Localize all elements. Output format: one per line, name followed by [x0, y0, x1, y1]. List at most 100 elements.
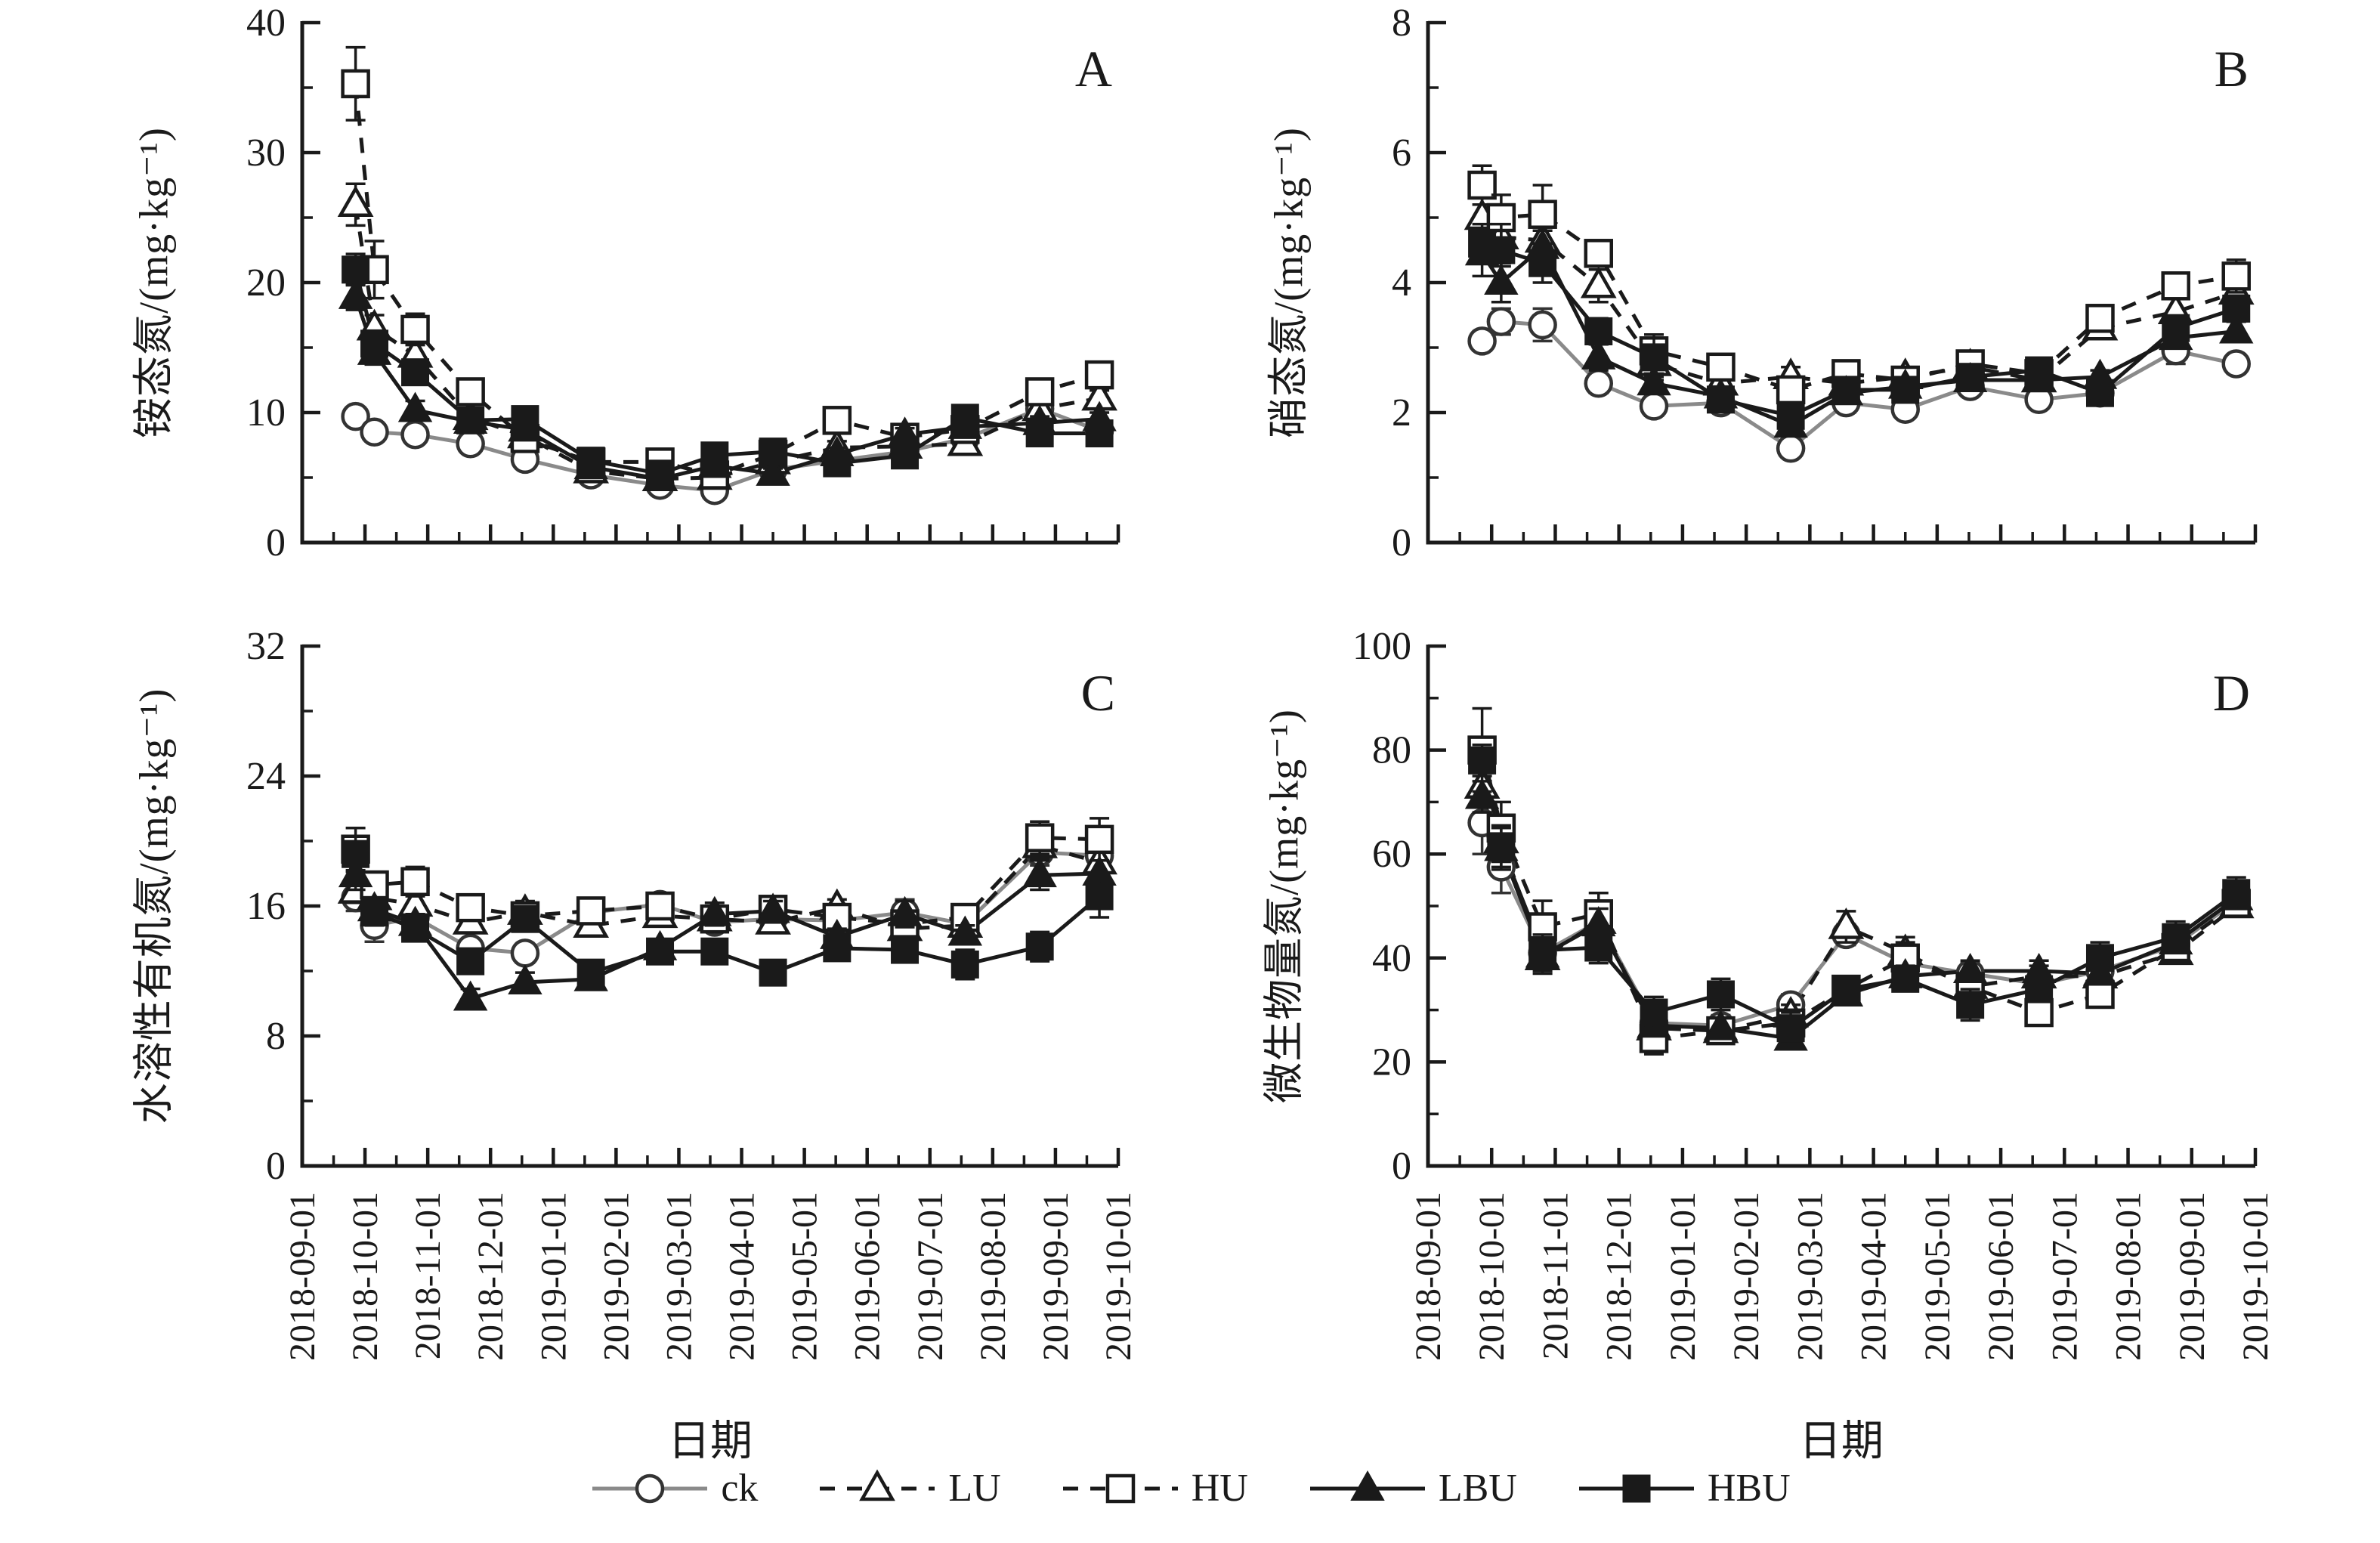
hu-open-square-dashed-line-icon [1062, 1473, 1178, 1504]
ck-open-circle-marker [456, 429, 485, 459]
lbu-filled-triangle-marker [887, 895, 923, 926]
hbu-filled-square-marker [1640, 343, 1668, 372]
lbu-filled-triangle-marker [453, 980, 488, 1011]
lbu-filled-triangle-marker [1022, 857, 1057, 888]
hbu-filled-square-marker [950, 950, 979, 979]
hbu-filled-square-marker [2025, 975, 2054, 1003]
y-tick-label: 40 [246, 2, 286, 45]
hbu-filled-square-marker [1085, 882, 1114, 911]
hbu-filled-square-marker [2162, 923, 2190, 951]
hu-open-square-marker [1584, 239, 1613, 268]
hbu-filled-square-marker [1487, 236, 1516, 264]
x-tick-label: 2019-07-01 [2045, 1192, 2085, 1361]
legend-item-hbu: HBU [1576, 1464, 1791, 1513]
y-tick-label: 100 [1352, 625, 1411, 668]
hbu-filled-square-marker [456, 947, 485, 976]
y-tick-label: 8 [1392, 2, 1411, 45]
lu-open-triangle-marker [859, 1469, 896, 1501]
legend-label-hbu: HBU [1707, 1467, 1791, 1510]
lu-open-triangle-marker [1828, 907, 1865, 939]
legend-item-lbu: LBU [1307, 1464, 1517, 1513]
hbu-filled-square-marker [1487, 832, 1516, 861]
hbu-filled-square-marker [2085, 944, 2114, 972]
hbu-filled-square-marker [1085, 419, 1114, 448]
hbu-filled-square-marker [2222, 879, 2251, 908]
x-tick-label: 2019-09-01 [1036, 1192, 1076, 1361]
hbu-filled-square-marker [511, 904, 539, 933]
ck-open-circle-marker [1639, 391, 1669, 421]
legend-item-hu: HU [1060, 1464, 1248, 1513]
y-tick-label: 30 [246, 131, 286, 175]
legend-item-ck: ck [589, 1464, 758, 1513]
x-tick-label: 2019-06-01 [1981, 1192, 2021, 1361]
lbu-filled-triangle-line-icon [1309, 1470, 1425, 1501]
y-tick-label: 24 [246, 755, 286, 798]
hu-open-square-marker [822, 406, 852, 435]
y-tick-label: 60 [1372, 833, 1411, 876]
y-tick-label: 10 [246, 391, 286, 434]
hu-open-square-marker [2085, 979, 2115, 1010]
hu-open-square-marker [1025, 823, 1055, 852]
hu-open-square-marker [1084, 824, 1114, 855]
hbu-filled-square-marker [1706, 980, 1735, 1009]
hbu-filled-square-marker [646, 459, 675, 488]
y-tick-label: 20 [1372, 1041, 1411, 1084]
y-tick-label: 0 [266, 1145, 286, 1188]
hu-open-square-marker [400, 314, 430, 345]
lbu-filled-triangle-marker [1952, 952, 1988, 983]
x-tick-label: 2019-03-01 [1790, 1192, 1830, 1361]
legend-item-lu: LU [817, 1464, 1001, 1513]
hu-open-square-marker [1467, 170, 1497, 200]
lbu-filled-triangle-marker [756, 455, 790, 486]
hbu-filled-square-marker [1025, 419, 1054, 448]
hu-open-square-marker [576, 896, 606, 926]
y-tick-label: 80 [1372, 729, 1411, 772]
hbu-filled-square-marker [2025, 356, 2054, 385]
hbu-filled-square-marker [1891, 376, 1920, 404]
ck-open-circle-marker [400, 419, 430, 450]
x-tick-label: 2019-02-01 [1726, 1192, 1766, 1361]
x-tick-label: 2019-08-01 [973, 1192, 1013, 1361]
x-axis-label-left: 日期 [668, 1418, 753, 1465]
hbu-filled-square-marker [360, 329, 389, 358]
lbu-filled-triangle-marker [1581, 339, 1616, 370]
hbu-filled-square-marker [2162, 314, 2190, 342]
hu-open-square-marker [2161, 271, 2190, 301]
hbu-filled-square-marker [2222, 294, 2251, 323]
lbu-filled-triangle-marker [697, 895, 732, 926]
hbu-filled-square-marker [576, 958, 605, 987]
x-tick-label: 2019-05-01 [1918, 1192, 1958, 1361]
hbu-filled-square-marker [1622, 1474, 1651, 1503]
hbu-filled-square-marker [1831, 376, 1860, 404]
y-tick-label: 32 [246, 625, 286, 668]
hbu-filled-square-marker [342, 255, 370, 284]
ck-open-circle-marker [341, 401, 370, 431]
hbu-filled-square-marker [1025, 932, 1054, 961]
ck-open-circle-marker [1584, 369, 1613, 398]
x-tick-label: 2019-10-01 [2236, 1192, 2276, 1361]
y-tick-label: 2 [1392, 391, 1411, 434]
x-tick-label: 2019-04-01 [722, 1192, 762, 1361]
x-tick-label: 2018-11-01 [1535, 1192, 1575, 1359]
ck-open-circle-marker [635, 1473, 665, 1504]
hu-open-square-marker [645, 891, 675, 921]
x-tick-label: 2019-09-01 [2172, 1192, 2212, 1361]
x-tick-label: 2019-05-01 [785, 1192, 825, 1361]
hu-open-square-marker [2085, 304, 2115, 333]
legend-label-hu: HU [1191, 1467, 1248, 1510]
y-tick-label: 8 [266, 1015, 286, 1058]
lbu-filled-triangle-marker [1484, 264, 1519, 295]
lu-open-triangle-marker [1580, 266, 1617, 298]
hu-open-square-marker [341, 69, 370, 99]
hbu-filled-square-marker [576, 447, 605, 475]
hbu-filled-square-marker [1956, 991, 1985, 1019]
x-tick-label: 2018-12-01 [1600, 1192, 1640, 1361]
lbu-filled-triangle-marker [508, 964, 542, 995]
hbu-filled-square-marker [700, 441, 729, 470]
hu-open-square-marker [456, 377, 485, 407]
hbu-filled-square-marker [891, 935, 920, 964]
x-tick-label: 2019-04-01 [1854, 1192, 1894, 1361]
panel-d-y-axis-label: 微生物量氮/(mg·kg⁻¹) [1261, 709, 1307, 1103]
legend-label-lbu: LBU [1438, 1467, 1517, 1510]
